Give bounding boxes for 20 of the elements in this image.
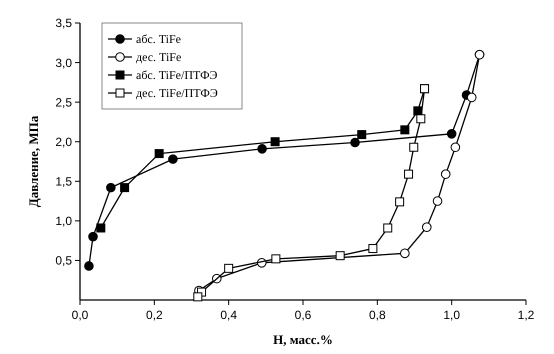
y-tick-label: 2,0 [55,134,72,149]
y-tick-label: 3,5 [55,16,72,30]
x-tick-label: 1,2 [518,308,535,322]
x-tick-label: 0,0 [72,308,89,322]
legend-label: абс. TiFe/ПТФЭ [136,68,218,82]
y-axis-title: Давление, МПа [26,115,41,208]
x-tick-label: 0,6 [294,308,312,322]
legend-label: дес. TiFe [136,50,182,64]
legend-label: абс. TiFe [136,32,181,46]
x-tick-label: 1,0 [443,308,460,322]
x-tick-label: 0,2 [146,308,163,322]
legend-label: дес. TiFe/ПТФЭ [136,86,218,100]
y-tick-label: 1,0 [55,214,72,228]
y-tick-label: 3,0 [55,56,72,70]
y-tick-label: 1,5 [55,174,72,188]
x-tick-label: 0,4 [220,308,238,322]
y-tick-label: 0,5 [55,254,72,268]
x-axis-title: H, масс.% [273,332,333,347]
x-tick-label: 0,8 [368,308,386,322]
y-tick-label: 2,5 [55,95,72,110]
